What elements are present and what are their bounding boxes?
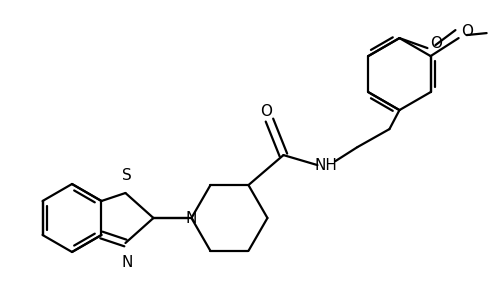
Text: O: O: [260, 104, 272, 119]
Text: N: N: [186, 210, 197, 226]
Text: O: O: [430, 36, 442, 51]
Text: O: O: [462, 24, 473, 38]
Text: NH: NH: [314, 157, 337, 173]
Text: N: N: [122, 255, 133, 270]
Text: S: S: [122, 168, 132, 183]
